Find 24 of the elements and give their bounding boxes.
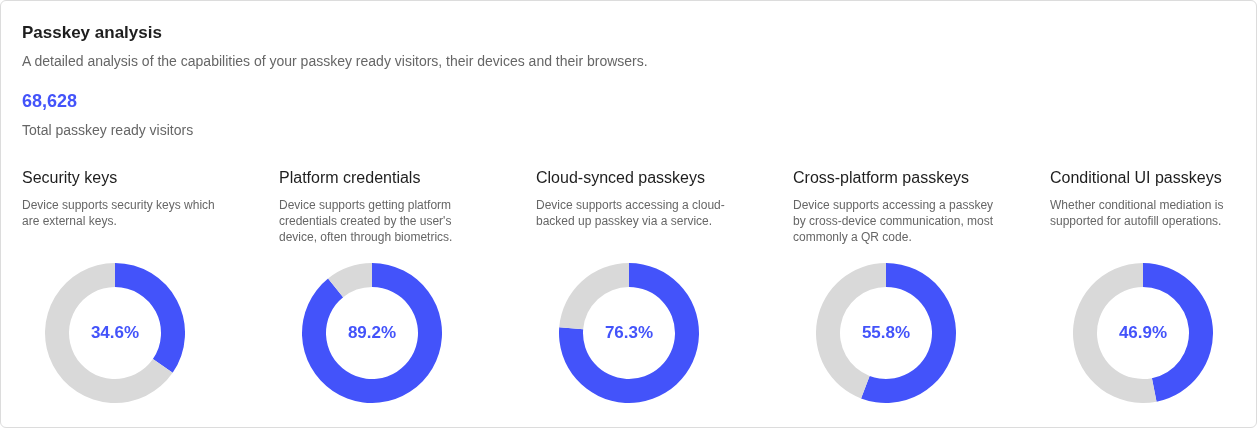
text: A detailed analysis of the capabilities of your passkey ready visitors, their devices and their browsers. <box>22 53 649 69</box>
chart-title: Security keys <box>22 169 119 187</box>
data-label: 46.9% <box>1118 323 1168 342</box>
chart-subtitle: Whether conditional mediation is supported for autofill operations. <box>1050 197 1225 229</box>
chart-subtitle: Device supports accessing a cloud-backed up passkey via a service. <box>536 197 726 229</box>
data-label: 55.8% <box>861 323 911 342</box>
donut-slice <box>302 263 442 403</box>
chart-subtitle: Device supports security keys which are external keys. <box>22 197 216 229</box>
donut-slice <box>328 263 372 298</box>
data-label: 34.6% <box>90 323 140 342</box>
text: Total passkey ready visitors <box>22 122 195 138</box>
donut-slice <box>559 263 699 403</box>
chart-title: Cross-platform passkeys <box>793 169 971 187</box>
donut-slice <box>45 263 173 403</box>
chart-title: Cloud-synced passkeys <box>536 169 706 187</box>
chart-title: Platform credentials <box>279 169 422 187</box>
chart-subtitle: Device supports accessing a passkey by cross-device communication, most commonly a QR code. <box>793 197 995 245</box>
chart-subtitle: Device supports getting platform credentials created by the user's device, often through biometrics. <box>279 197 454 245</box>
donut-slice <box>861 263 956 403</box>
data-label: 76.3% <box>604 323 654 342</box>
text: Passkey analysis <box>22 23 163 43</box>
data-label: 89.2% <box>347 323 397 342</box>
chart-title: Conditional UI passkeys <box>1050 169 1223 187</box>
text: 68,628 <box>22 91 79 112</box>
